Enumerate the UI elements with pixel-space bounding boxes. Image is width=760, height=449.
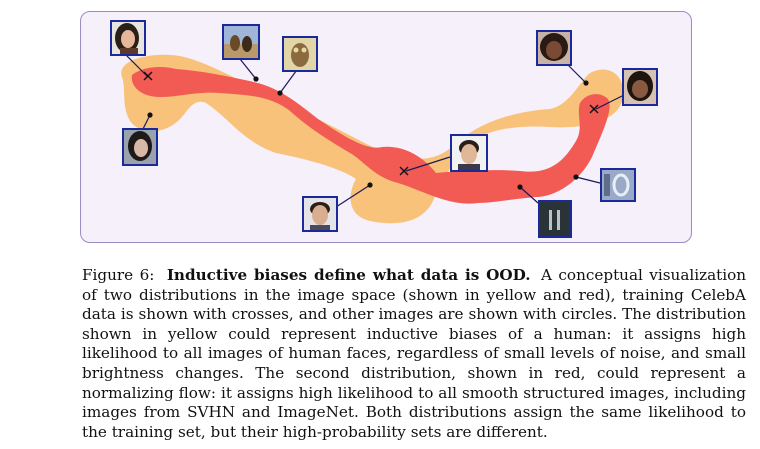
training-crosses: [143, 71, 599, 176]
leader-lines: [125, 54, 625, 208]
circle-marker: [147, 112, 153, 118]
caption-body: A conceptual visualization of two distri…: [82, 266, 747, 441]
figure-label: Figure 6:: [82, 266, 155, 284]
circle-marker: [253, 76, 259, 82]
svhn-digit-0-image: [600, 168, 636, 202]
yellow-distribution: [121, 54, 624, 224]
circle-marker: [583, 80, 589, 86]
cross-marker: [143, 71, 153, 81]
celeba-face-bottom-image: [302, 196, 338, 232]
imagenet-owl-image: [282, 36, 318, 72]
celeba-face-center-image: [450, 134, 488, 172]
cross-marker: [399, 166, 409, 176]
celeba-face-right-image: [622, 68, 658, 106]
figure-caption: Figure 6: Inductive biases define what d…: [82, 266, 746, 442]
red-distribution: [131, 67, 610, 204]
celeba-face-mid-left-image: [122, 128, 158, 166]
imagenet-dogs-image: [222, 24, 260, 60]
circle-marker: [367, 182, 373, 188]
caption-title: Inductive biases define what data is OOD…: [166, 266, 531, 284]
svhn-digit-11-image: [538, 200, 572, 238]
circle-marker: [517, 184, 523, 190]
circle-marker: [277, 90, 283, 96]
other-circles: [147, 76, 589, 190]
celeba-face-top-right-image: [536, 30, 572, 66]
distribution-diagram: [121, 54, 625, 224]
cross-marker: [589, 104, 599, 114]
circle-marker: [573, 174, 579, 180]
celeba-face-top-left-image: [110, 20, 146, 56]
